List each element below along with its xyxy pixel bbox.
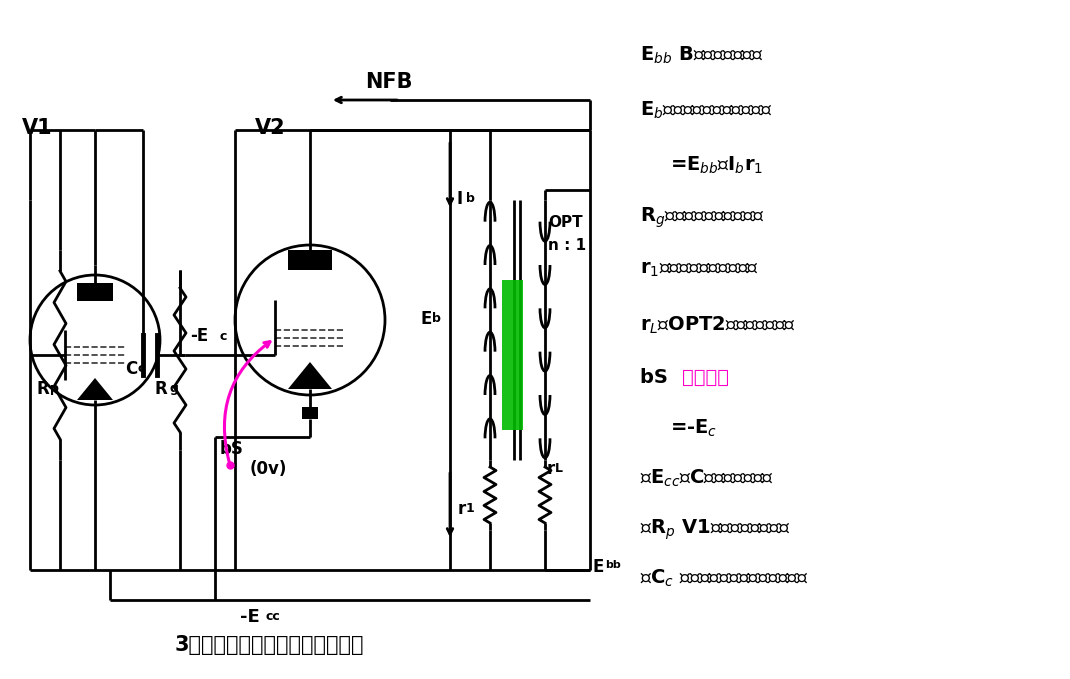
Text: cc: cc [266, 610, 280, 623]
Text: R: R [36, 380, 49, 398]
Text: =E$_{bb}$－I$_b$r$_1$: =E$_{bb}$－I$_b$r$_1$ [670, 155, 763, 177]
Text: -E: -E [240, 608, 260, 626]
Text: bS: bS [220, 440, 244, 458]
Text: bb: bb [605, 560, 621, 570]
Bar [288, 250, 332, 270]
Text: C: C [125, 360, 137, 378]
Text: (0v): (0v) [250, 460, 288, 478]
Text: r$_1$　直流に対する抵抗値: r$_1$ 直流に対する抵抗値 [640, 260, 759, 279]
Text: （C$_c$ カップリングコンデンサー）: （C$_c$ カップリングコンデンサー） [640, 568, 809, 589]
Text: r: r [547, 460, 555, 478]
Text: －E$_{cc}$　C電源（直流値）: －E$_{cc}$ C電源（直流値） [640, 468, 774, 490]
Text: p: p [50, 382, 59, 395]
Text: R: R [155, 380, 168, 398]
Text: V2: V2 [255, 118, 286, 138]
Text: b: b [432, 312, 441, 325]
Text: E: E [421, 310, 431, 328]
Polygon shape [288, 362, 332, 389]
Text: OPT: OPT [548, 215, 583, 230]
Text: （R$_p$ V1のプレート抵抗）: （R$_p$ V1のプレート抵抗） [640, 518, 791, 543]
Text: b: b [467, 192, 475, 205]
Text: バイアス: バイアス [682, 368, 729, 387]
Text: =-E$_c$: =-E$_c$ [670, 418, 717, 439]
Polygon shape [77, 378, 113, 400]
Text: g: g [169, 382, 178, 395]
Bar [302, 407, 318, 419]
Text: c: c [138, 362, 146, 375]
Text: 3極管　固定バイアスの出力回路: 3極管 固定バイアスの出力回路 [175, 635, 365, 655]
Text: E: E [592, 558, 603, 576]
Bar [502, 280, 523, 430]
Text: L: L [555, 462, 563, 475]
Text: c: c [220, 330, 228, 343]
Text: n : 1: n : 1 [548, 238, 586, 253]
Text: r: r [458, 500, 467, 518]
Bar [77, 283, 113, 301]
Text: E$_b$プレート電圧（直流値）: E$_b$プレート電圧（直流値） [640, 100, 773, 122]
Text: R$_g$グリッド電圧調整抵抗: R$_g$グリッド電圧調整抵抗 [640, 205, 764, 230]
Text: 1: 1 [467, 502, 475, 515]
Text: bS: bS [640, 368, 674, 387]
Text: NFB: NFB [365, 72, 413, 92]
Text: -E: -E [190, 327, 209, 345]
Text: r$_L$　OPT2次側の負荷抵抗: r$_L$ OPT2次側の負荷抵抗 [640, 315, 796, 336]
Text: V1: V1 [22, 118, 52, 138]
Text: E$_{bb}$ B電源（直流値）: E$_{bb}$ B電源（直流値） [640, 45, 764, 67]
Text: I: I [457, 190, 463, 208]
